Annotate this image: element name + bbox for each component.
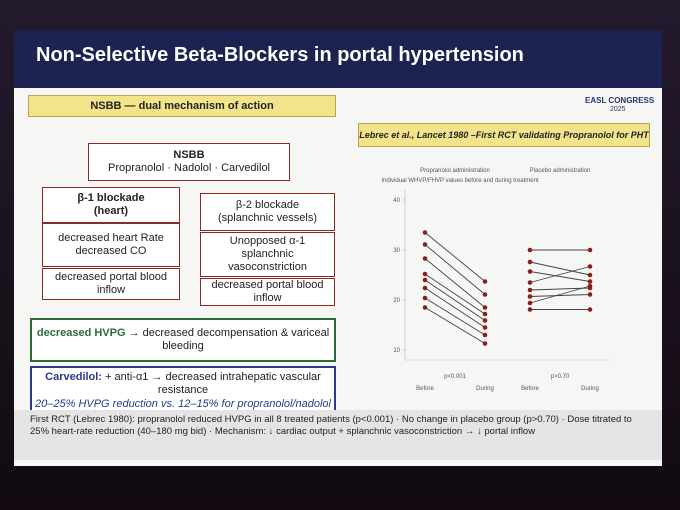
beta2-result: decreased portal blood inflow <box>200 278 335 306</box>
y-tick-label: 20 <box>393 298 400 304</box>
point-before <box>422 256 428 261</box>
patient-line <box>424 273 486 315</box>
beta1-effect: decreased heart Rate decreased CO <box>42 223 180 267</box>
patient-line <box>424 307 486 344</box>
root-box: NSBB Propranolol · Nadolol · Carvedilol <box>88 143 290 181</box>
point-before <box>527 280 533 285</box>
patient-line <box>424 297 486 336</box>
slide-title: Non-Selective Beta-Blockers in portal hy… <box>36 44 524 66</box>
carvedilol-text: + anti-α1 → decreased intrahepatic vascu… <box>105 371 321 397</box>
point-during <box>482 292 488 297</box>
point-before <box>527 294 533 299</box>
beta1-title: β-1 blockade <box>77 191 145 204</box>
point-before <box>422 295 428 301</box>
beta1-result: decreased portal blood inflow <box>42 268 180 300</box>
logo-year: 2025 <box>610 106 626 113</box>
x-label: Before <box>416 386 434 392</box>
patient-line <box>424 232 486 282</box>
carvedilol-note: 20–25% HVPG reduction vs. 12–15% for pro… <box>35 397 331 410</box>
point-during <box>587 292 593 297</box>
point-before <box>422 305 428 310</box>
x-label: During <box>581 386 599 392</box>
beta1-box: β-1 blockade (heart) <box>42 187 180 223</box>
hvpg-text: → decreased decompensation & variceal bl… <box>128 326 330 352</box>
point-before <box>527 300 533 306</box>
hvpg-lead: decreased HVPG <box>36 326 126 339</box>
carvedilol-lead: Carvedilol: <box>45 371 102 384</box>
beta1-subtitle: (heart) <box>93 205 129 217</box>
patient-line <box>529 271 591 282</box>
beta2-title: β-2 blockade <box>235 198 300 211</box>
point-before <box>527 247 533 253</box>
point-before <box>422 271 428 277</box>
point-before <box>422 285 428 291</box>
header-band <box>14 30 662 88</box>
root-drugs: Propranolol · Nadolol · Carvedilol <box>107 162 271 174</box>
x-label: Before <box>521 386 539 392</box>
point-during <box>587 307 593 312</box>
patient-line <box>424 279 486 321</box>
root-title: NSBB <box>173 148 205 161</box>
patient-line <box>529 266 591 283</box>
patient-line <box>529 287 591 291</box>
x-label: During <box>476 386 494 392</box>
patient-line <box>424 244 486 295</box>
patient-line <box>529 261 591 276</box>
p-value: p<0.001 <box>444 374 467 380</box>
point-during <box>587 272 593 278</box>
point-during <box>482 311 488 317</box>
point-during <box>587 247 593 253</box>
patient-line <box>529 285 591 304</box>
point-before <box>527 259 533 265</box>
point-during <box>587 264 593 269</box>
point-during <box>482 341 488 346</box>
carvedilol-box: Carvedilol: + anti-α1 → decreased intrah… <box>30 366 336 416</box>
point-during <box>482 305 488 310</box>
point-before <box>422 242 428 247</box>
point-before <box>422 230 428 235</box>
beta2-effect: Unopposed α-1 splanchnic vasoconstrictio… <box>200 232 335 277</box>
group-title: Propranolol administration <box>420 168 490 174</box>
paired-chart: 10 20 30 40 Individual WHVP/FHVP values befo… <box>381 168 610 392</box>
y-tick-label: 40 <box>393 198 400 204</box>
right-heading: Lebrec et al., Lancet 1980 –First RCT va… <box>358 123 650 147</box>
patient-line <box>424 258 486 308</box>
hvpg-line: decreased HVPG → decreased decompensatio… <box>35 327 331 353</box>
point-before <box>527 287 533 293</box>
group-title: Placebo administration <box>530 168 591 174</box>
point-before <box>527 269 533 274</box>
point-during <box>482 332 488 338</box>
left-heading: NSBB — dual mechanism of action <box>28 95 336 117</box>
beta2-box: β-2 blockade (splanchnic vessels) <box>200 193 335 231</box>
patient-line <box>424 287 486 328</box>
y-tick-label: 30 <box>393 248 400 254</box>
p-value: p>0.70 <box>551 374 570 380</box>
footer-text: First RCT (Lebrec 1980): propranolol red… <box>30 414 632 438</box>
carvedilol-line: Carvedilol: + anti-α1 → decreased intrah… <box>35 371 331 397</box>
patient-line <box>529 294 591 297</box>
beta2-subtitle: (splanchnic vessels) <box>217 212 318 224</box>
point-before <box>527 307 533 312</box>
chart-subtitle: Individual WHVP/FHVP values before and d… <box>381 178 539 184</box>
y-tick-label: 10 <box>393 348 400 354</box>
footer-band <box>14 410 662 460</box>
logo: EASL CONGRESS <box>585 96 655 105</box>
point-during <box>482 279 488 284</box>
point-during <box>587 279 593 284</box>
point-before <box>422 277 428 283</box>
point-during <box>587 283 593 289</box>
hvpg-box: decreased HVPG → decreased decompensatio… <box>30 318 336 362</box>
point-during <box>482 325 488 330</box>
point-during <box>482 318 488 323</box>
